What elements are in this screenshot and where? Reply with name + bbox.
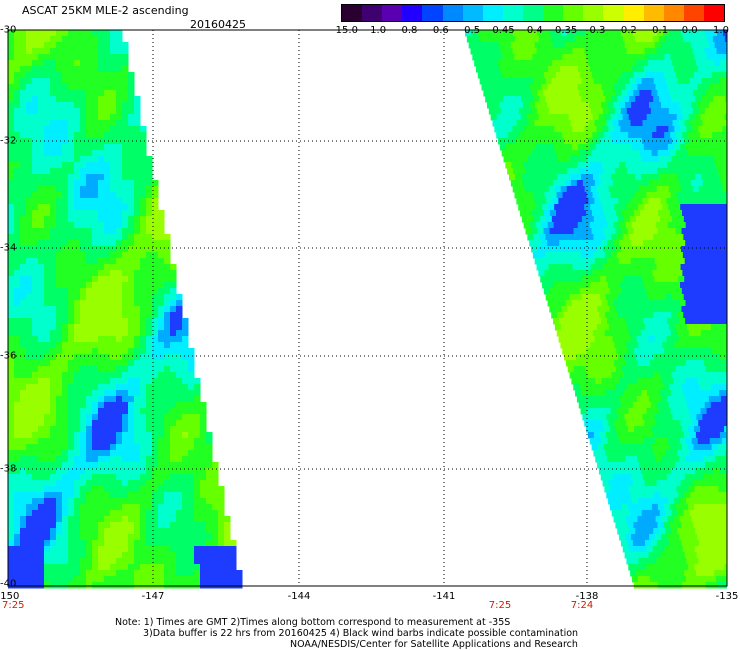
time-label-west: 7:25 xyxy=(2,600,25,611)
note-line-3: NOAA/NESDIS/Center for Satellite Applica… xyxy=(290,639,578,650)
colorbar-segment xyxy=(643,5,664,21)
colorbar-label: -0.35 xyxy=(551,25,578,36)
graticule xyxy=(8,30,727,586)
colorbar-segment xyxy=(683,5,704,21)
lon-label-141: -141 xyxy=(432,591,456,602)
colorbar-segment xyxy=(623,5,644,21)
lat-label-30: -30 xyxy=(0,24,17,36)
colorbar-segment xyxy=(703,5,725,21)
colorbar-segment xyxy=(563,5,584,21)
lon-label-135: -135 xyxy=(715,591,739,602)
lon-label-138: -138 xyxy=(575,591,599,602)
colorbar-label: 1.0 xyxy=(713,25,729,36)
colorbar-label: -0.6 xyxy=(429,25,449,36)
lon-label-144: -144 xyxy=(287,591,311,602)
colorbar-segment xyxy=(402,5,423,21)
map-title: ASCAT 25KM MLE-2 ascending xyxy=(22,4,189,17)
colorbar-segment xyxy=(382,5,403,21)
colorbar-label: 0.0 xyxy=(681,25,698,36)
note-line-2: 3)Data buffer is 22 hrs from 20160425 4)… xyxy=(143,628,579,639)
colorbar-segment xyxy=(442,5,463,21)
colorbar-label: -0.3 xyxy=(585,25,606,36)
data-swaths xyxy=(8,30,727,589)
lat-label-38: -38 xyxy=(0,463,17,475)
colorbar-label: -0.2 xyxy=(617,25,637,36)
colorbar-segment xyxy=(462,5,483,21)
lon-label-147: -147 xyxy=(141,591,165,602)
lat-label-34: -34 xyxy=(0,242,17,254)
colorbar-segment xyxy=(502,5,523,21)
map-date: 20160425 xyxy=(190,18,246,31)
colorbar-segment xyxy=(362,5,383,21)
colorbar-segment xyxy=(543,5,564,21)
lat-label-32: -32 xyxy=(0,135,17,147)
time-label-mid: 7:25 xyxy=(488,600,512,611)
colorbar-label: -0.4 xyxy=(523,25,543,36)
lat-label-36: -36 xyxy=(0,350,17,362)
colorbar-label: -15.0 xyxy=(332,25,358,36)
colorbar-segment xyxy=(482,5,503,21)
lon-label-150: -150 xyxy=(0,591,20,602)
colorbar-label: -1.0 xyxy=(366,25,387,36)
colorbar-segment xyxy=(663,5,684,21)
note-line-1: Note: 1) Times are GMT 2)Times along bot… xyxy=(115,617,511,628)
map-frame xyxy=(7,29,728,587)
colorbar-label: -0.5 xyxy=(460,25,481,36)
colorbar xyxy=(341,4,725,22)
colorbar-segment xyxy=(342,5,363,21)
colorbar-label: -0.1 xyxy=(648,25,669,36)
colorbar-segment xyxy=(522,5,544,21)
colorbar-segment xyxy=(583,5,604,21)
colorbar-label: -0.45 xyxy=(488,25,515,36)
time-label-east: 7:24 xyxy=(570,600,594,611)
colorbar-label: -0.8 xyxy=(397,25,418,36)
colorbar-segment xyxy=(422,5,443,21)
lat-label-40: -40 xyxy=(0,578,17,590)
colorbar-segment xyxy=(603,5,624,21)
